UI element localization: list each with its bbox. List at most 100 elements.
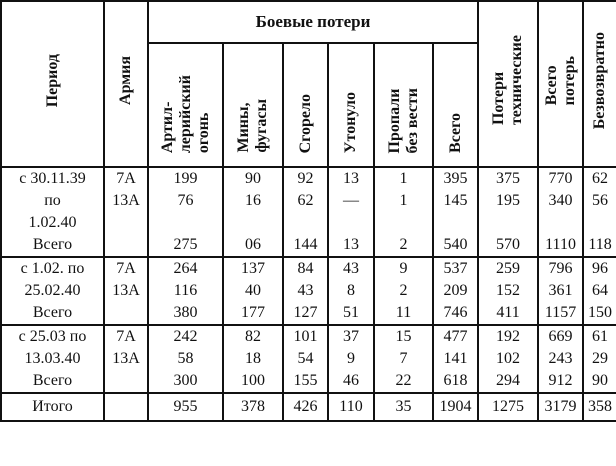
army-cell: 13А bbox=[103, 190, 149, 212]
value-cell: 199 bbox=[147, 166, 224, 190]
table-row: Всего 300 100 155 46 22 618 294 912 90 bbox=[0, 370, 616, 393]
table-row: Всего 380 177 127 51 11 746 411 1157 150 bbox=[0, 302, 616, 325]
value-cell: 22 bbox=[373, 370, 434, 393]
header-line: без вести bbox=[403, 87, 421, 153]
table-row: с 25.03 по 7А 242 82 101 37 15 477 192 669 61 bbox=[0, 324, 616, 348]
value-cell: 2 bbox=[373, 280, 434, 302]
header-army-label: Армия bbox=[117, 56, 134, 105]
value-cell: 259 bbox=[477, 256, 540, 280]
value-cell: 540 bbox=[431, 234, 480, 257]
value-cell: 9 bbox=[373, 256, 434, 280]
value-cell: 361 bbox=[537, 280, 585, 302]
value-cell: 152 bbox=[477, 280, 540, 302]
period-cell: 13.03.40 bbox=[0, 348, 105, 370]
header-period-label: Период bbox=[43, 53, 61, 108]
value-cell: 90 bbox=[582, 370, 616, 393]
army-cell: 7А bbox=[103, 324, 149, 348]
value-cell: 62 bbox=[282, 190, 329, 212]
value-cell: 61 bbox=[582, 324, 616, 348]
value-cell: 375 bbox=[477, 166, 540, 190]
value-cell: 46 bbox=[327, 370, 375, 393]
value-cell: 35 bbox=[373, 392, 434, 422]
value-cell: 618 bbox=[431, 370, 480, 393]
value-cell: 82 bbox=[222, 324, 284, 348]
army-cell bbox=[103, 212, 149, 234]
header-tech: Потери технические bbox=[477, 0, 540, 168]
header-line: Мины, bbox=[235, 102, 252, 153]
value-cell bbox=[147, 212, 224, 234]
value-cell: 378 bbox=[222, 392, 284, 422]
value-cell: 264 bbox=[147, 256, 224, 280]
army-cell bbox=[103, 392, 149, 422]
value-cell: 192 bbox=[477, 324, 540, 348]
header-col: Утонуло bbox=[327, 42, 375, 168]
value-cell: 141 bbox=[431, 348, 480, 370]
value-cell: 7 bbox=[373, 348, 434, 370]
value-cell bbox=[373, 212, 434, 234]
value-cell: 380 bbox=[147, 302, 224, 325]
losses-table: Период Армия Боевые потери Потери технически… bbox=[0, 0, 616, 422]
value-cell: 51 bbox=[327, 302, 375, 325]
value-cell bbox=[222, 212, 284, 234]
period-cell: 25.02.40 bbox=[0, 280, 105, 302]
value-cell: 2 bbox=[373, 234, 434, 257]
value-cell: 796 bbox=[537, 256, 585, 280]
army-cell bbox=[103, 370, 149, 393]
header-line: Потери bbox=[490, 72, 508, 126]
table-row: по 13А 76 16 62—1 145 195 340 56 bbox=[0, 190, 616, 212]
value-cell: 18 bbox=[222, 348, 284, 370]
army-cell: 7А bbox=[103, 256, 149, 280]
army-cell bbox=[103, 302, 149, 325]
table-row: с 1.02. по 7А 264 137 84 43 9 537 259 796 96 bbox=[0, 256, 616, 280]
value-cell: 1110 bbox=[537, 234, 585, 257]
value-cell bbox=[477, 212, 540, 234]
value-cell: 1 bbox=[373, 166, 434, 190]
header-col: Сгорело bbox=[282, 42, 329, 168]
value-cell: 13 bbox=[327, 234, 375, 257]
header-line: потерь bbox=[560, 55, 578, 106]
value-cell bbox=[431, 212, 480, 234]
value-cell: 43 bbox=[327, 256, 375, 280]
value-cell: 195 bbox=[477, 190, 540, 212]
value-cell: 54 bbox=[282, 348, 329, 370]
header-col: Артил-лерийский огонь bbox=[147, 42, 224, 168]
value-cell: 912 bbox=[537, 370, 585, 393]
period-cell: Всего bbox=[0, 370, 105, 393]
header-col-label: Артил-лерийский огонь bbox=[159, 75, 213, 153]
value-cell: 06 bbox=[222, 234, 284, 257]
period-cell: с 1.02. по bbox=[0, 256, 105, 280]
value-cell: 275 bbox=[147, 234, 224, 257]
header-line: фугасы bbox=[253, 99, 270, 153]
value-cell: 8 bbox=[327, 280, 375, 302]
value-cell: 137 bbox=[222, 256, 284, 280]
value-cell: 395 bbox=[431, 166, 480, 190]
value-cell: 102 bbox=[477, 348, 540, 370]
value-cell: 3179 bbox=[537, 392, 585, 422]
value-cell: 770 bbox=[537, 166, 585, 190]
value-cell: 570 bbox=[477, 234, 540, 257]
value-cell: — bbox=[327, 190, 375, 212]
header-col-label: Пропали без вести bbox=[386, 88, 422, 153]
value-cell bbox=[282, 212, 329, 234]
value-cell bbox=[537, 212, 585, 234]
header-line: огонь bbox=[194, 112, 212, 153]
value-cell: 84 bbox=[282, 256, 329, 280]
value-cell: 64 bbox=[582, 280, 616, 302]
value-cell: 411 bbox=[477, 302, 540, 325]
value-cell: 669 bbox=[537, 324, 585, 348]
value-cell: 1 bbox=[373, 190, 434, 212]
value-cell: 1904 bbox=[431, 392, 480, 422]
value-cell: 1157 bbox=[537, 302, 585, 325]
value-cell: 76 bbox=[147, 190, 224, 212]
header-line: технические bbox=[508, 35, 526, 126]
table-row: Итого 955 378 426 110 35 1904 1275 3179 358 bbox=[0, 392, 616, 422]
table-row: 13.03.40 13А 58 18 54 9 7 141 102 243 29 bbox=[0, 348, 616, 370]
table-row: 25.02.40 13А 116 40 43 8 2 209 152 361 64 bbox=[0, 280, 616, 302]
value-cell: 13 bbox=[327, 166, 375, 190]
table-row: 1.02.40 bbox=[0, 212, 616, 234]
header-col-label: Мины, фугасы bbox=[235, 99, 271, 153]
value-cell: 127 bbox=[282, 302, 329, 325]
header-irrecoverable-label: Безвозвратно bbox=[591, 32, 609, 129]
value-cell: 37 bbox=[327, 324, 375, 348]
